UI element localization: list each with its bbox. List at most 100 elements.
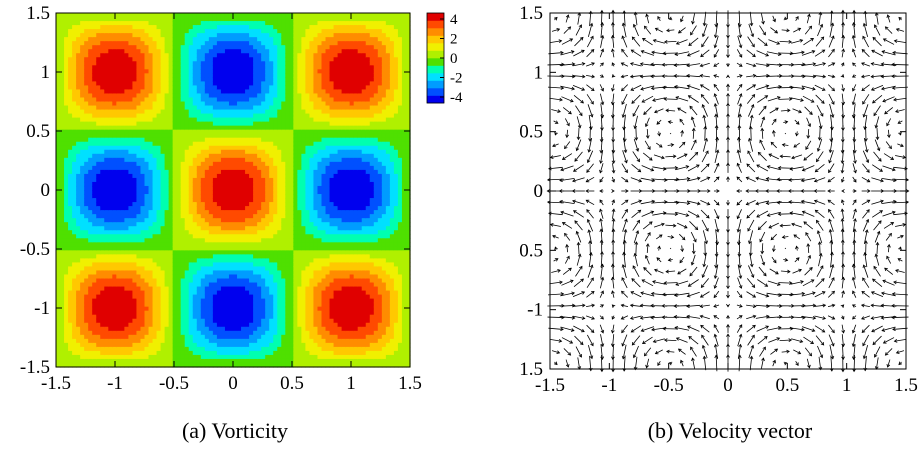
velocity-arrow bbox=[795, 245, 799, 251]
velocity-arrow bbox=[691, 243, 696, 255]
velocity-arrow bbox=[667, 235, 675, 239]
velocity-arrow bbox=[897, 143, 904, 148]
velocity-arrow bbox=[793, 142, 800, 148]
velocity-arrow bbox=[621, 199, 629, 206]
velocity-arrow bbox=[814, 209, 825, 218]
velocity-arrow bbox=[771, 256, 777, 264]
velocity-arrow bbox=[873, 105, 881, 117]
velocity-arrow bbox=[701, 23, 708, 38]
velocity-arrow bbox=[747, 36, 755, 48]
velocity-arrow bbox=[622, 218, 628, 232]
velocity-arrow bbox=[871, 199, 884, 205]
velocity-arrow bbox=[841, 290, 845, 298]
velocity-arrow bbox=[642, 152, 653, 161]
velocity-arrow bbox=[599, 276, 605, 289]
velocity-arrow bbox=[814, 49, 826, 57]
velocity-arrow bbox=[574, 220, 583, 231]
velocity-arrow bbox=[870, 62, 884, 67]
colorbar-segment bbox=[427, 80, 444, 89]
velocity-arrow bbox=[748, 23, 755, 38]
vorticity-axes: -1.5 -1 -0.5 0 0.5 1 1.5 1.5 1 0.5 0 -0.5 -1 -1.5 bbox=[20, 3, 422, 394]
velocity-arrow bbox=[564, 141, 571, 150]
velocity-arrow bbox=[645, 129, 650, 139]
velocity-arrow bbox=[572, 315, 586, 320]
velocity-arrow bbox=[756, 164, 769, 172]
velocity-arrow bbox=[872, 164, 883, 172]
velocity-arrow bbox=[562, 267, 572, 275]
velocity-arrow bbox=[662, 51, 679, 56]
velocity-arrow bbox=[700, 93, 710, 104]
velocity-arrow bbox=[686, 84, 700, 91]
velocity-arrow bbox=[852, 189, 857, 193]
velocity-arrow bbox=[686, 325, 700, 332]
velocity-arrow bbox=[726, 323, 730, 333]
velocity-arrow bbox=[611, 315, 616, 320]
velocity-arrow bbox=[657, 131, 661, 137]
velocity-arrow bbox=[641, 279, 654, 287]
velocity-arrow bbox=[686, 314, 701, 319]
velocity-arrow bbox=[873, 220, 882, 231]
velocity-arrow bbox=[585, 189, 595, 193]
velocity-arrow bbox=[549, 338, 563, 343]
velocity-arrow bbox=[715, 229, 720, 246]
velocity-arrow bbox=[572, 84, 586, 91]
velocity-arrow bbox=[801, 326, 816, 333]
velocity-arrow bbox=[736, 49, 743, 58]
velocity-arrow bbox=[780, 269, 791, 274]
velocity-arrow bbox=[620, 62, 629, 67]
velocity-arrow bbox=[767, 96, 781, 102]
velocity-arrow bbox=[621, 208, 628, 219]
velocity-arrow bbox=[621, 48, 628, 58]
velocity-arrow bbox=[586, 150, 594, 164]
velocity-arrow bbox=[551, 269, 561, 273]
velocity-arrow bbox=[549, 155, 561, 159]
velocity-arrow bbox=[803, 336, 815, 344]
velocity-arrow bbox=[688, 336, 699, 345]
y-tick-label: -0.5 bbox=[20, 239, 50, 260]
colorbar-segment bbox=[427, 73, 444, 81]
velocity-arrow bbox=[891, 86, 909, 90]
velocity-arrow bbox=[677, 268, 687, 275]
velocity-arrow bbox=[897, 258, 903, 262]
velocity-arrow bbox=[559, 315, 576, 320]
velocity-arrow bbox=[795, 131, 799, 137]
velocity-arrow bbox=[861, 315, 870, 320]
velocity-arrow bbox=[861, 62, 870, 67]
velocity-arrow bbox=[656, 119, 662, 125]
velocity-arrow bbox=[699, 84, 710, 91]
velocity-arrow bbox=[827, 290, 835, 298]
velocity-arrow bbox=[623, 228, 628, 245]
velocity-arrow bbox=[829, 344, 835, 360]
velocity-arrow bbox=[818, 252, 823, 267]
velocity-arrow bbox=[852, 62, 857, 67]
velocity-arrow bbox=[640, 85, 655, 91]
velocity-arrow bbox=[768, 39, 781, 45]
velocity-arrow bbox=[791, 338, 804, 344]
velocity-arrow bbox=[882, 165, 896, 172]
velocity-arrow bbox=[814, 303, 827, 308]
velocity-arrow bbox=[871, 325, 883, 333]
velocity-arrow bbox=[874, 253, 880, 266]
velocity-arrow bbox=[599, 199, 604, 206]
velocity-arrow bbox=[789, 166, 804, 171]
velocity-arrow bbox=[828, 35, 835, 48]
velocity-arrow bbox=[675, 96, 689, 102]
velocity-arrow bbox=[599, 324, 605, 334]
velocity-arrow bbox=[788, 178, 805, 182]
velocity-axes: -1.5 -1 -0.5 0 0.5 1 1.5 1.5 1 0.5 0 0.5 -1 1.5 bbox=[519, 3, 918, 396]
velocity-arrow bbox=[736, 229, 741, 246]
velocity-arrow bbox=[759, 139, 766, 151]
velocity-arrow bbox=[713, 62, 720, 67]
velocity-arrow bbox=[852, 149, 857, 164]
velocity-arrow bbox=[861, 84, 870, 92]
velocity-arrow bbox=[700, 176, 711, 182]
x-tick-label: 1.5 bbox=[398, 373, 422, 394]
velocity-arrow bbox=[622, 150, 628, 164]
velocity-arrow bbox=[586, 303, 596, 308]
velocity-arrow bbox=[862, 334, 870, 347]
velocity-arrow bbox=[767, 280, 781, 286]
velocity-arrow bbox=[700, 209, 710, 219]
velocity-arrow bbox=[726, 218, 730, 233]
velocity-arrow bbox=[875, 241, 880, 255]
velocity-arrow bbox=[713, 290, 720, 299]
